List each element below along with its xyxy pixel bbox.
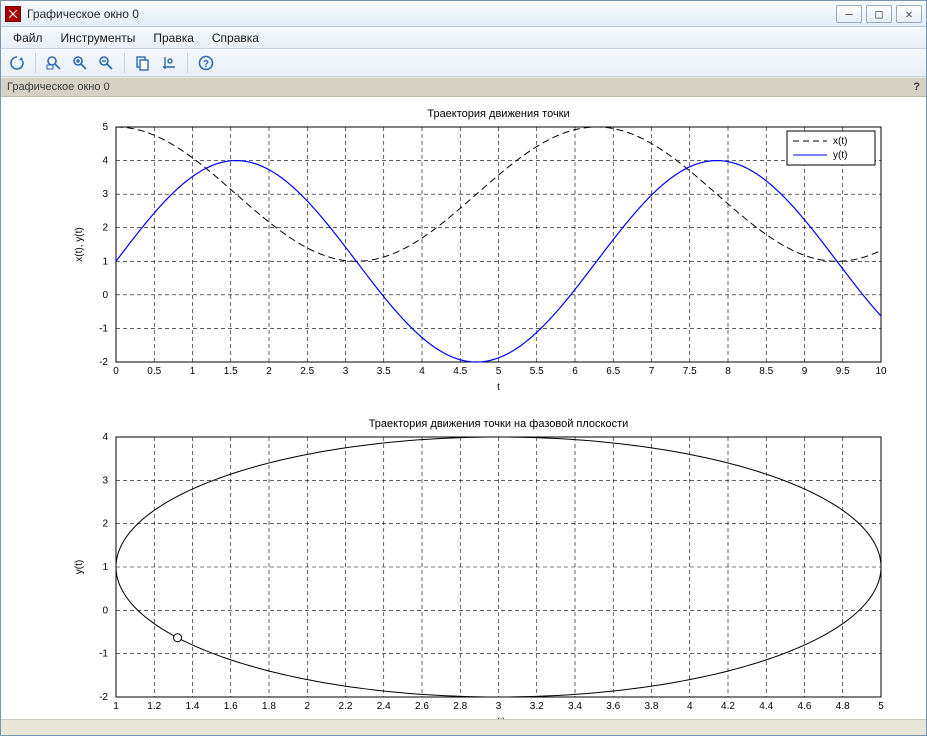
svg-text:5: 5 — [878, 701, 884, 712]
svg-text:8: 8 — [725, 366, 731, 377]
menu-tools[interactable]: Инструменты — [53, 29, 144, 47]
window-buttons: ― □ ✕ — [836, 5, 922, 23]
svg-text:3: 3 — [102, 475, 108, 486]
svg-text:5.5: 5.5 — [530, 366, 544, 377]
svg-text:x(t), y(t): x(t), y(t) — [74, 227, 85, 261]
svg-text:2.8: 2.8 — [453, 701, 467, 712]
svg-text:2: 2 — [102, 223, 108, 234]
svg-text:2.2: 2.2 — [339, 701, 353, 712]
svg-text:2.5: 2.5 — [300, 366, 314, 377]
toolbar-separator — [124, 53, 125, 73]
svg-text:8.5: 8.5 — [759, 366, 773, 377]
svg-text:0: 0 — [102, 605, 108, 616]
svg-text:x(t): x(t) — [833, 136, 847, 147]
app-icon — [5, 6, 21, 22]
svg-text:4: 4 — [687, 701, 693, 712]
menubar: Файл Инструменты Правка Справка — [1, 27, 926, 49]
menu-edit[interactable]: Правка — [145, 29, 202, 47]
svg-text:x(t): x(t) — [491, 717, 505, 719]
rotate-icon[interactable] — [5, 52, 29, 74]
svg-text:-1: -1 — [99, 649, 108, 660]
statusbar — [1, 719, 926, 735]
svg-text:Траектория движения точки на ф: Траектория движения точки на фазовой пло… — [369, 418, 629, 430]
plots-svg: 0 0.5 1 1.5 2 2.5 3 3.5 4 4.5 5 5.5 6 6.5 7 7.5 8 8.5 9 9.5… — [1, 97, 906, 719]
menu-file[interactable]: Файл — [5, 29, 51, 47]
svg-text:4.2: 4.2 — [721, 701, 735, 712]
close-button[interactable]: ✕ — [896, 5, 922, 23]
data-tip-icon[interactable] — [157, 52, 181, 74]
svg-text:4: 4 — [419, 366, 425, 377]
svg-text:9.5: 9.5 — [836, 366, 850, 377]
toolbar-separator — [187, 53, 188, 73]
svg-text:2.4: 2.4 — [377, 701, 391, 712]
svg-text:4.8: 4.8 — [836, 701, 850, 712]
svg-text:?: ? — [203, 59, 209, 70]
window-title: Графическое окно 0 — [27, 7, 836, 21]
svg-text:1: 1 — [190, 366, 196, 377]
svg-text:y(t): y(t) — [833, 150, 847, 161]
svg-text:3.8: 3.8 — [645, 701, 659, 712]
svg-text:1: 1 — [102, 562, 108, 573]
zoom-out-icon[interactable] — [94, 52, 118, 74]
tab-header: Графическое окно 0 ? — [1, 77, 926, 97]
svg-text:2: 2 — [266, 366, 272, 377]
svg-text:6: 6 — [572, 366, 578, 377]
svg-text:y(t): y(t) — [74, 560, 85, 574]
svg-text:4: 4 — [102, 156, 108, 167]
svg-text:10: 10 — [875, 366, 887, 377]
svg-text:1.6: 1.6 — [224, 701, 238, 712]
zoom-in-icon[interactable] — [68, 52, 92, 74]
tab-help-icon[interactable]: ? — [913, 81, 920, 93]
svg-text:3: 3 — [496, 701, 502, 712]
svg-text:2.6: 2.6 — [415, 701, 429, 712]
svg-text:1: 1 — [102, 256, 108, 267]
svg-text:3.6: 3.6 — [606, 701, 620, 712]
maximize-button[interactable]: □ — [866, 5, 892, 23]
svg-text:1.4: 1.4 — [186, 701, 200, 712]
minimize-button[interactable]: ― — [836, 5, 862, 23]
svg-text:-2: -2 — [99, 357, 108, 368]
toolbar: ? — [1, 49, 926, 77]
toolbar-separator — [35, 53, 36, 73]
svg-text:3.2: 3.2 — [530, 701, 544, 712]
svg-text:2: 2 — [102, 519, 108, 530]
menu-help[interactable]: Справка — [204, 29, 267, 47]
svg-text:3: 3 — [102, 189, 108, 200]
svg-text:9: 9 — [802, 366, 808, 377]
svg-text:4.4: 4.4 — [759, 701, 773, 712]
copy-icon[interactable] — [131, 52, 155, 74]
svg-text:1.2: 1.2 — [147, 701, 161, 712]
zoom-box-icon[interactable] — [42, 52, 66, 74]
svg-text:3.4: 3.4 — [568, 701, 582, 712]
help-icon[interactable]: ? — [194, 52, 218, 74]
svg-text:-1: -1 — [99, 323, 108, 334]
svg-text:0: 0 — [113, 366, 119, 377]
svg-text:6.5: 6.5 — [606, 366, 620, 377]
svg-text:7.5: 7.5 — [683, 366, 697, 377]
svg-text:1: 1 — [113, 701, 119, 712]
tab-label[interactable]: Графическое окно 0 — [7, 81, 110, 93]
svg-text:2: 2 — [304, 701, 310, 712]
svg-text:3.5: 3.5 — [377, 366, 391, 377]
svg-text:4.6: 4.6 — [798, 701, 812, 712]
svg-text:5: 5 — [102, 122, 108, 133]
svg-text:5: 5 — [496, 366, 502, 377]
svg-text:7: 7 — [649, 366, 655, 377]
svg-text:0.5: 0.5 — [147, 366, 161, 377]
svg-text:Траектория движения точки: Траектория движения точки — [427, 108, 569, 120]
svg-text:3: 3 — [343, 366, 349, 377]
app-window: Графическое окно 0 ― □ ✕ Файл Инструмент… — [0, 0, 927, 736]
plot-canvas: 0 0.5 1 1.5 2 2.5 3 3.5 4 4.5 5 5.5 6 6.5 7 7.5 8 8.5 9 9.5… — [1, 97, 926, 719]
svg-text:4: 4 — [102, 432, 108, 443]
svg-text:0: 0 — [102, 290, 108, 301]
svg-text:1.8: 1.8 — [262, 701, 276, 712]
titlebar[interactable]: Графическое окно 0 ― □ ✕ — [1, 1, 926, 27]
svg-text:4.5: 4.5 — [453, 366, 467, 377]
svg-text:t: t — [497, 382, 500, 393]
svg-text:1.5: 1.5 — [224, 366, 238, 377]
svg-text:-2: -2 — [99, 692, 108, 703]
